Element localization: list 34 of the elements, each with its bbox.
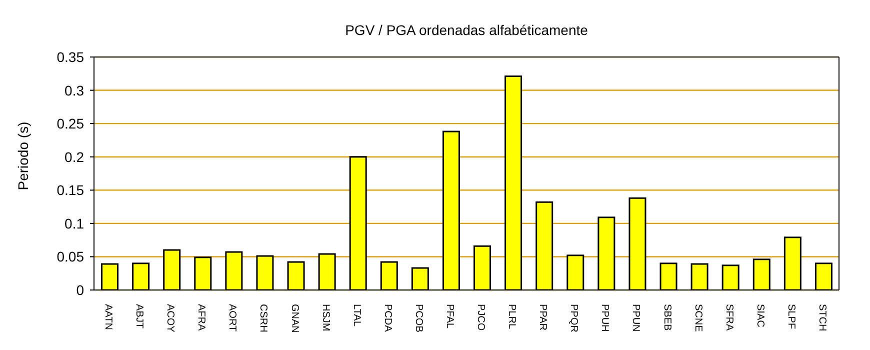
x-tick-label: AATN <box>102 304 114 330</box>
x-tick-label: ACOY <box>164 304 176 333</box>
x-tick-label: SCNE <box>692 304 704 332</box>
y-tick-label: 0.05 <box>56 248 84 265</box>
y-tick-label: 0.1 <box>64 215 84 232</box>
x-tick-label: PPUH <box>599 304 610 332</box>
y-axis-title: Periodo (s) <box>15 120 31 192</box>
x-tick-label: PCDA <box>382 304 393 332</box>
y-tick-label: 0.35 <box>56 48 84 65</box>
x-tick-label: PPQR <box>568 304 580 332</box>
y-tick-label: 0.15 <box>56 182 84 198</box>
y-tick-label: 0 <box>76 282 84 298</box>
x-tick-label: AFRA <box>196 304 207 331</box>
x-tick-label: PFAL <box>444 304 455 329</box>
x-tick-label: PCOB <box>412 304 424 333</box>
x-tick-label: HSJM <box>320 304 331 332</box>
x-tick-label: LTAL <box>350 304 362 327</box>
x-tick-label: SLPF <box>785 304 796 330</box>
x-tick-label: SIAC <box>754 304 766 328</box>
y-tick-label: 0.25 <box>56 116 84 132</box>
x-tick-label: GNAN <box>288 304 300 333</box>
x-tick-label: PPUN <box>630 304 642 332</box>
x-tick-label: SFRA <box>723 304 734 331</box>
x-tick-label: PJCO <box>475 304 486 331</box>
x-tick-label: AORT <box>226 304 238 332</box>
y-tick-label: 0.2 <box>64 148 84 165</box>
x-tick-label: SBEB <box>661 304 672 332</box>
x-tick-label: PPAR <box>537 304 548 330</box>
y-tick-label: 0.3 <box>64 82 84 98</box>
x-tick-label: ABJT <box>134 304 145 328</box>
x-tick-label: PLRL <box>506 304 518 330</box>
chart-title: PGV / PGA ordenadas alfabéticamente <box>344 22 589 38</box>
x-tick-label: STCH <box>816 304 828 332</box>
x-tick-label: CSRH <box>258 304 269 332</box>
